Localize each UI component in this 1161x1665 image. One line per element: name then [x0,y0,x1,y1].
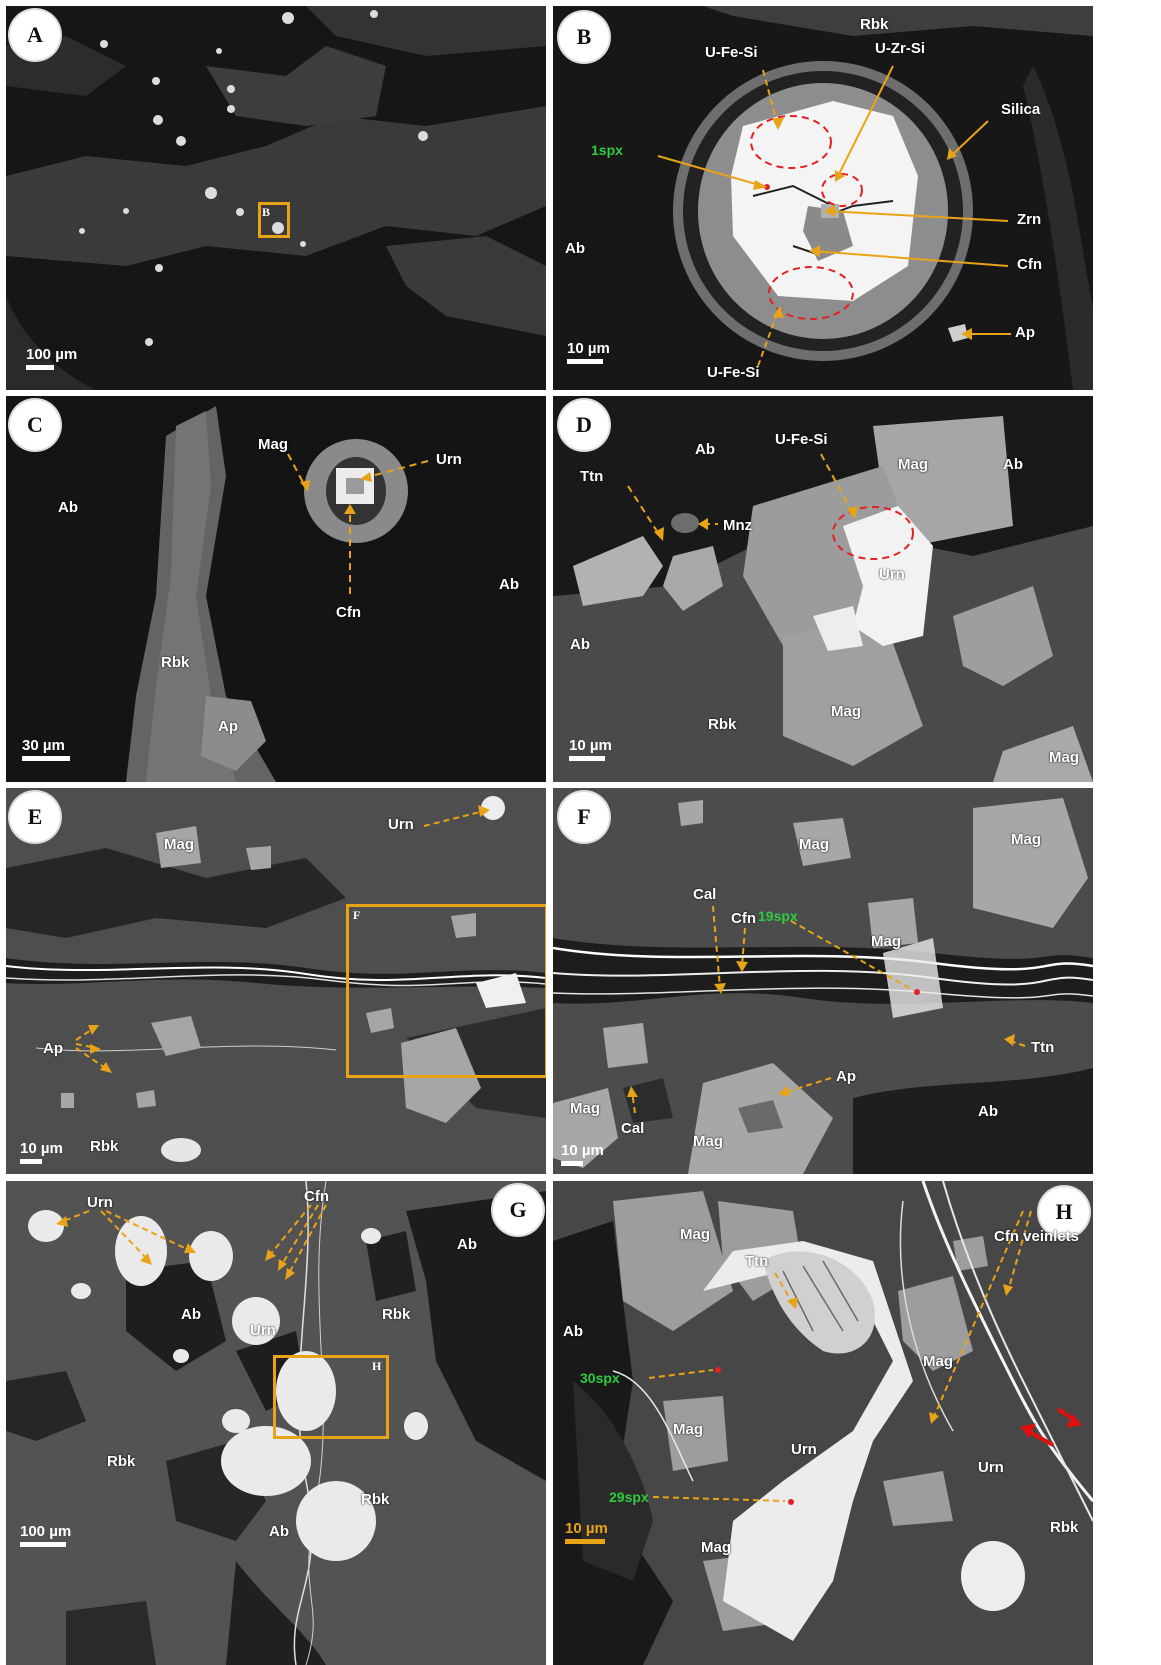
panel-e: E Urn Mag Ap Rbk F 10 µm [6,788,546,1174]
panel-c-image [6,396,546,782]
panel-b-image [553,6,1093,390]
panel-h-image [553,1181,1093,1665]
panel-b: B Rbk U-Fe-Si U-Zr-Si Silica 1spx Ab Zrn… [553,6,1093,390]
panel-g: G Urn Cfn Ab Ab Urn Rbk Rbk Rbk Ab H 100… [6,1181,546,1665]
panel-e-image [6,788,546,1174]
panel-c: C Mag Urn Ab Ab Cfn Rbk Ap 30 µm [6,396,546,782]
panel-f: F Mag Mag Cal 19spx Cfn Mag Ttn Ap Ab Ma… [553,788,1093,1174]
panel-h: H Mag Ttn Cfn veinlets Ab Mag 30spx Mag … [553,1181,1093,1665]
panel-d-image [553,396,1093,782]
panel-g-image [6,1181,546,1665]
panel-f-image [553,788,1093,1174]
panel-a-image [6,6,546,390]
panel-a: A B 100 µm [6,6,546,390]
panel-d: D Ab U-Fe-Si Mag Ab Ttn Mnz Urn Ab Rbk M… [553,396,1093,782]
